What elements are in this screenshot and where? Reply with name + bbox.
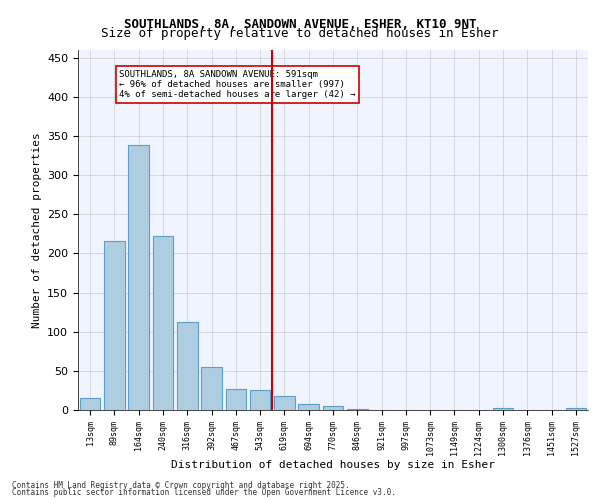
Bar <box>177 322 197 410</box>
Bar <box>566 408 586 410</box>
Bar <box>152 236 173 410</box>
Bar <box>274 396 295 410</box>
Bar <box>493 408 514 410</box>
Text: Contains public sector information licensed under the Open Government Licence v3: Contains public sector information licen… <box>12 488 396 497</box>
Bar <box>226 389 246 410</box>
Text: Contains HM Land Registry data © Crown copyright and database right 2025.: Contains HM Land Registry data © Crown c… <box>12 480 350 490</box>
Bar <box>298 404 319 410</box>
Text: Size of property relative to detached houses in Esher: Size of property relative to detached ho… <box>101 28 499 40</box>
Text: SOUTHLANDS, 8A SANDOWN AVENUE: 591sqm
← 96% of detached houses are smaller (997): SOUTHLANDS, 8A SANDOWN AVENUE: 591sqm ← … <box>119 70 356 100</box>
X-axis label: Distribution of detached houses by size in Esher: Distribution of detached houses by size … <box>171 460 495 470</box>
Bar <box>201 367 222 410</box>
Text: SOUTHLANDS, 8A, SANDOWN AVENUE, ESHER, KT10 9NT: SOUTHLANDS, 8A, SANDOWN AVENUE, ESHER, K… <box>124 18 476 30</box>
Bar <box>104 241 125 410</box>
Bar <box>80 398 100 410</box>
Bar <box>347 409 368 410</box>
Bar <box>250 390 271 410</box>
Y-axis label: Number of detached properties: Number of detached properties <box>32 132 41 328</box>
Bar <box>128 144 149 410</box>
Bar <box>323 406 343 410</box>
